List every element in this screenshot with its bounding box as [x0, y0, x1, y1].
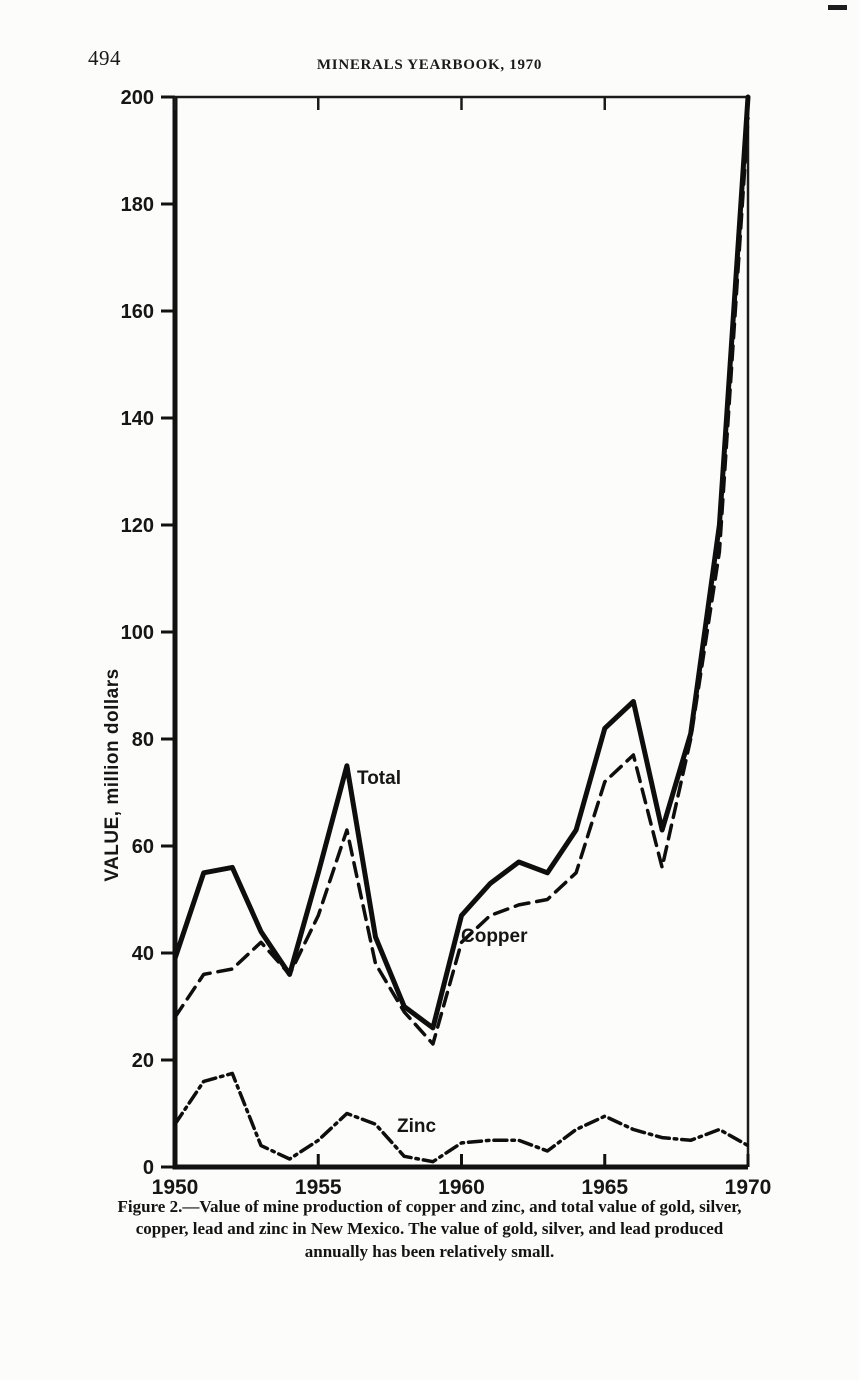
series-line-zinc	[173, 1071, 750, 1164]
x-tick-label: 1970	[725, 1176, 772, 1199]
y-tick-label: 0	[143, 1157, 154, 1179]
y-tick-label: 80	[132, 729, 154, 751]
series-label-total: Total	[357, 768, 401, 789]
y-tick-label: 20	[132, 1050, 154, 1072]
page-header: MINERALS YEARBOOK, 1970	[316, 57, 543, 73]
series-line-copper	[173, 116, 750, 1046]
page-number: 494	[88, 46, 121, 70]
y-tick-label: 40	[132, 943, 154, 965]
plot-frame	[175, 95, 750, 1167]
x-tick-label: 1960	[438, 1176, 485, 1199]
plot-axes	[172, 97, 748, 1170]
y-tick-label: 180	[121, 194, 154, 216]
y-tick-label: 140	[121, 408, 154, 430]
caption-line-3: annually has been relatively small.	[304, 1241, 555, 1261]
y-tick-label: 120	[121, 515, 154, 537]
chart-svg: 0 20 40 60 80 100 120 140 160 180 200 1950 1955 1960 1…	[121, 87, 772, 1199]
y-tick-label: 100	[121, 622, 154, 644]
y-tick-label: 200	[121, 87, 154, 109]
y-axis-title: VALUE, million dollars	[102, 668, 123, 882]
series-label-copper: Copper	[461, 926, 528, 947]
series-label-zinc: Zinc	[397, 1116, 437, 1137]
series-line-total	[172, 94, 751, 1031]
figure-caption: Figure 2.—Value of mine production of co…	[0, 1196, 859, 1263]
x-tick-label: 1955	[295, 1176, 342, 1199]
scan-artifact	[828, 5, 847, 10]
caption-line-2: copper, lead and zinc in New Mexico. The…	[135, 1219, 724, 1239]
x-tick-label: 1965	[581, 1176, 628, 1199]
y-tick-label: 160	[121, 301, 154, 323]
x-tick-label: 1950	[152, 1176, 199, 1199]
caption-line-1: Figure 2.—Value of mine production of co…	[117, 1197, 742, 1216]
y-tick-label: 60	[132, 836, 154, 858]
